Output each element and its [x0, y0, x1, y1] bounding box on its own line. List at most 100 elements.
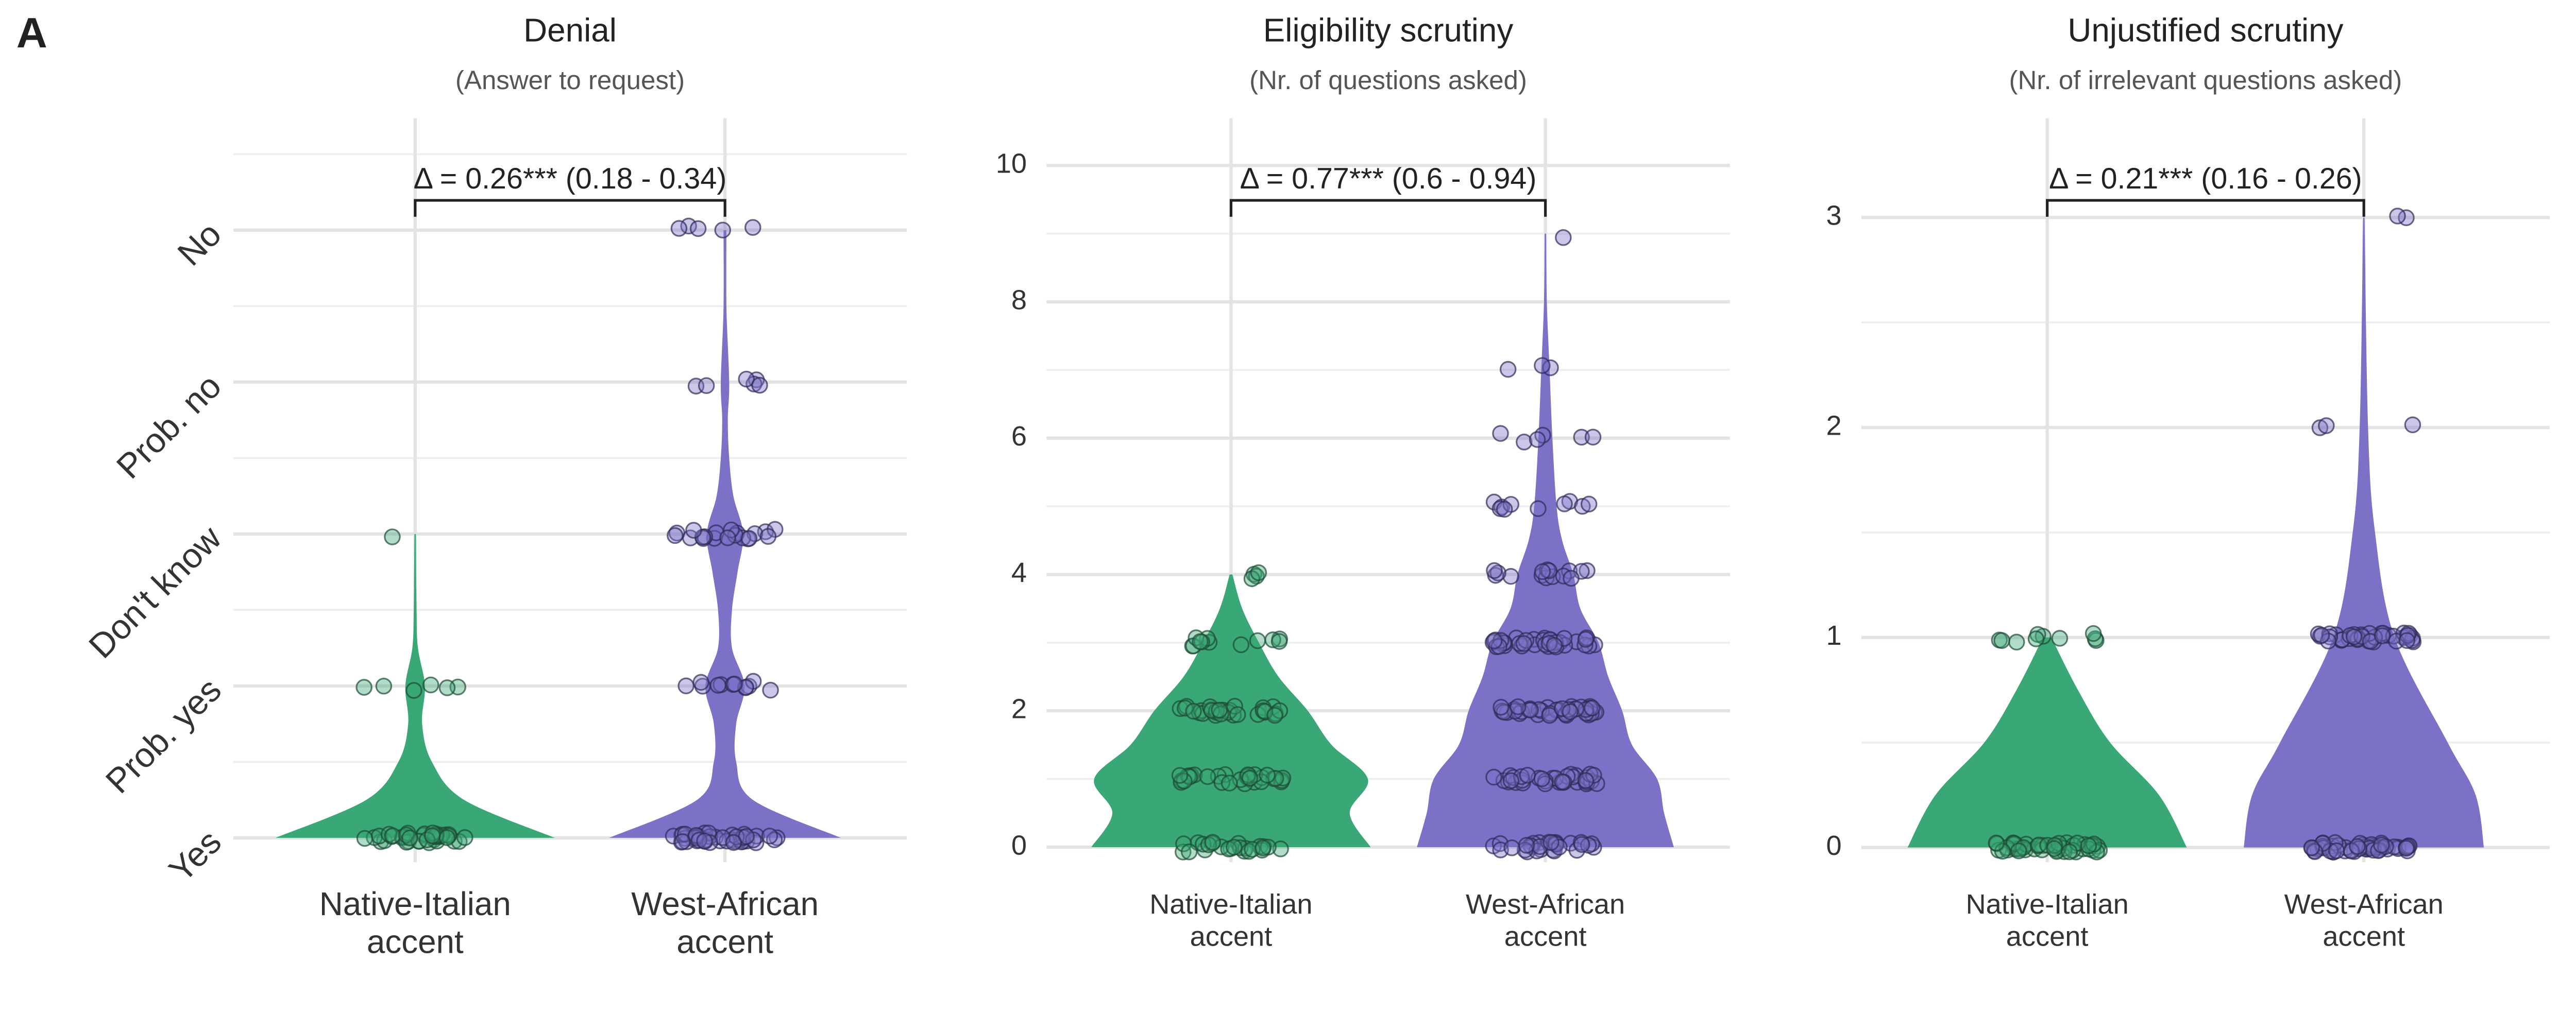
jitter-point	[1554, 773, 1571, 791]
x-tick-label-line: accent	[1504, 921, 1587, 952]
jitter-point	[2404, 416, 2421, 434]
jitter-point	[751, 376, 768, 394]
y-tick-label: Don't know	[81, 519, 229, 666]
jitter-point	[2399, 627, 2416, 644]
jitter-point	[2398, 632, 2416, 649]
panel-label: A	[16, 9, 47, 57]
jitter-point	[2318, 417, 2335, 434]
y-tick-label: Prob. yes	[98, 671, 229, 801]
x-tick-label: Native-Italian accent	[1149, 889, 1312, 952]
annotation: Δ = 0.26*** (0.18 - 0.34)	[414, 162, 727, 195]
violin	[1907, 637, 2187, 848]
jitter-point	[690, 832, 708, 849]
jitter-point	[1519, 767, 1536, 784]
y-tick-label: 1	[1826, 620, 1841, 651]
panel-subtitle: (Nr. of irrelevant questions asked)	[2009, 65, 2402, 95]
y-tick-label: 0	[1011, 830, 1027, 861]
x-tick-label-line: accent	[2323, 921, 2405, 952]
jitter-point	[1229, 706, 1246, 723]
y-tick-label: 8	[1011, 284, 1027, 315]
jitter-point	[689, 220, 707, 237]
y-tick-label: 3	[1826, 200, 1841, 231]
jitter-point	[2010, 843, 2027, 860]
jitter-point	[1211, 701, 1228, 719]
jitter-point	[1551, 838, 1568, 856]
jitter-point	[1493, 698, 1510, 716]
jitter-point	[1260, 838, 1277, 856]
jitter-point	[740, 530, 758, 547]
jitter-point	[2061, 843, 2078, 861]
y-tick-label: 4	[1011, 557, 1027, 588]
x-tick-label-line: Native-Italian	[1149, 889, 1312, 920]
x-tick-label: West-African accent	[631, 885, 819, 960]
jitter-point	[696, 832, 713, 850]
jitter-point	[685, 522, 702, 539]
jitter-point	[744, 219, 761, 236]
jitter-point	[1204, 834, 1222, 851]
significance-bracket	[1229, 199, 1547, 217]
jitter-point	[1546, 637, 1563, 654]
y-tick-label: 2	[1011, 694, 1027, 725]
jitter-point	[2398, 839, 2415, 857]
jitter-point	[2303, 839, 2320, 856]
jitter-point	[1540, 562, 1557, 579]
violin	[2244, 217, 2484, 848]
jitter-point	[1541, 707, 1558, 724]
jitter-point	[1256, 703, 1274, 720]
jitter-point	[1563, 570, 1580, 587]
jitter-point	[1530, 500, 1547, 517]
jitter-point	[1264, 631, 1281, 648]
jitter-point	[1543, 834, 1560, 851]
jitter-point	[1221, 775, 1238, 792]
jitter-point	[1522, 701, 1539, 719]
jitter-point	[2311, 419, 2329, 436]
jitter-point	[1226, 838, 1243, 856]
y-tick-label: No	[170, 215, 229, 273]
jitter-point	[1259, 766, 1276, 784]
jitter-point	[1534, 563, 1551, 580]
jitter-point	[2349, 838, 2366, 855]
jitter-point	[2084, 625, 2102, 642]
jitter-point	[1185, 702, 1202, 720]
jitter-point	[714, 221, 732, 239]
jitter-point	[677, 677, 694, 695]
jitter-point	[1555, 229, 1572, 246]
y-tick-label: Prob. no	[109, 367, 229, 486]
jitter-point	[680, 217, 697, 235]
x-tick-label-line: West-African	[1466, 889, 1625, 920]
jitter-point	[2008, 633, 2025, 651]
jitter-point	[1513, 768, 1530, 785]
jitter-point	[1573, 428, 1590, 446]
jitter-point	[1232, 636, 1250, 654]
annotation: Δ = 0.77*** (0.6 - 0.94)	[1240, 162, 1537, 195]
x-tick-label-line: accent	[367, 923, 464, 960]
panel-title: Eligibility scrutiny	[1263, 12, 1514, 49]
jitter-point	[1180, 843, 1198, 861]
panel-title: Denial	[523, 12, 617, 49]
jitter-point	[2051, 630, 2069, 647]
x-tick-label-line: accent	[1190, 921, 1273, 952]
jitter-point	[1562, 703, 1579, 720]
jitter-point	[1556, 495, 1573, 512]
y-tick-label: Yes	[162, 822, 229, 889]
jitter-point	[1499, 360, 1517, 378]
x-tick-label: West-African accent	[1466, 889, 1625, 952]
jitter-point	[1266, 707, 1283, 724]
jitter-point	[1510, 698, 1527, 715]
jitter-point	[2313, 627, 2330, 644]
y-tick-label: 6	[1011, 421, 1027, 452]
jitter-point	[1171, 767, 1189, 784]
jitter-point	[759, 528, 777, 545]
jitter-point	[1573, 836, 1590, 853]
jitter-point	[1580, 495, 1598, 513]
jitter-point	[738, 370, 755, 388]
jitter-point	[405, 682, 422, 699]
panel-subtitle: (Answer to request)	[455, 65, 685, 95]
jitter-point	[2328, 842, 2345, 860]
jitter-point	[1515, 635, 1533, 652]
jitter-point	[355, 679, 372, 696]
jitter-point	[762, 681, 779, 699]
y-tick-label: 0	[1826, 830, 1841, 861]
jitter-point	[438, 829, 455, 846]
